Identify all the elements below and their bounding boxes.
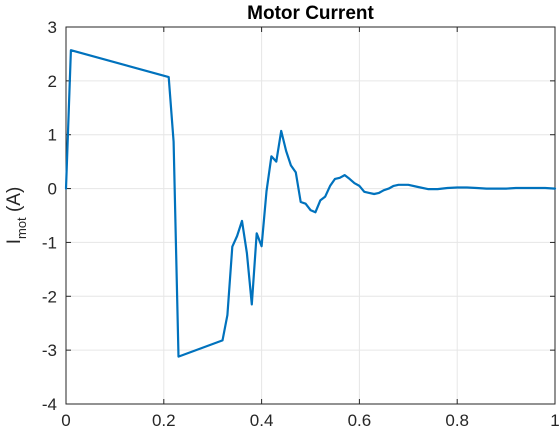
- y-tick-label: 2: [48, 72, 57, 91]
- y-axis-label: Imot (A): [4, 187, 29, 245]
- y-axis-label-subscript: mot: [14, 217, 29, 239]
- y-tick-label: -1: [42, 233, 57, 252]
- x-tick-label: 0.8: [445, 411, 469, 430]
- axis-ticks: 0 0.2 0.4 0.6 0.8 1 3 2 1 0 -1 -2 -3 -4: [42, 18, 559, 430]
- y-axis-label-main: I: [4, 239, 25, 244]
- chart-title: Motor Current: [247, 3, 374, 24]
- y-tick-label: 3: [48, 18, 57, 37]
- y-tick-label: -3: [42, 341, 57, 360]
- axes-frame: [65, 26, 556, 405]
- x-tick-label: 0: [61, 411, 70, 430]
- series-layer: [64, 49, 557, 358]
- y-tick-label: 1: [48, 126, 57, 145]
- x-tick-label: 0.2: [152, 411, 176, 430]
- y-tick-label: 0: [48, 180, 57, 199]
- x-tick-label: 0.6: [348, 411, 372, 430]
- x-tick-label: 0.4: [250, 411, 274, 430]
- y-tick-label: -2: [42, 287, 57, 306]
- x-tick-label: 1: [550, 411, 559, 430]
- y-tick-label: -4: [42, 395, 57, 414]
- motor-current-line: [64, 49, 557, 358]
- y-axis-label-unit: (A): [4, 187, 25, 218]
